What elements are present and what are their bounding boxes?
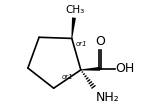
Text: O: O xyxy=(95,34,105,47)
Polygon shape xyxy=(71,17,76,38)
Text: NH₂: NH₂ xyxy=(96,91,119,104)
Text: OH: OH xyxy=(115,62,134,75)
Text: or1: or1 xyxy=(76,41,88,47)
Text: or1: or1 xyxy=(62,74,73,80)
Text: CH₃: CH₃ xyxy=(65,5,85,15)
Polygon shape xyxy=(81,67,100,71)
